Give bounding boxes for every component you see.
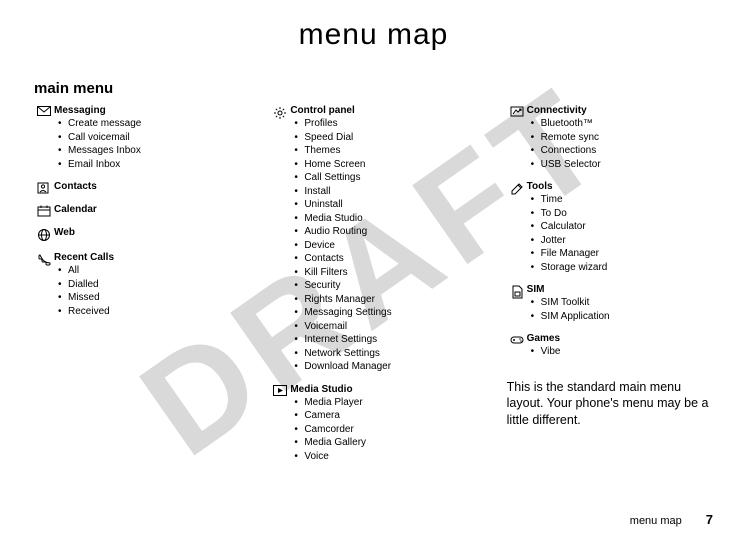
games-title: Games (527, 333, 713, 345)
section-games: Games Vibe (507, 333, 713, 359)
connectivity-icon (507, 105, 527, 118)
list-item: Download Manager (290, 360, 476, 374)
control-panel-title: Control panel (290, 105, 476, 117)
recent-calls-title: Recent Calls (54, 252, 240, 264)
section-calendar: Calendar (34, 204, 240, 217)
gear-icon (270, 105, 290, 120)
column-1: Messaging Create message Call voicemail … (34, 105, 240, 473)
list-item: Bluetooth™ (527, 117, 713, 131)
list-item: Email Inbox (54, 158, 240, 172)
list-item: Call voicemail (54, 131, 240, 145)
media-studio-title: Media Studio (290, 384, 476, 396)
list-item: Camcorder (290, 423, 476, 437)
section-contacts: Contacts (34, 181, 240, 194)
contacts-title: Contacts (54, 181, 240, 193)
web-title: Web (54, 227, 240, 239)
column-2: Control panel Profiles Speed Dial Themes… (270, 105, 476, 473)
calendar-title: Calendar (54, 204, 240, 216)
list-item: Received (54, 305, 240, 319)
list-item: Call Settings (290, 171, 476, 185)
list-item: Kill Filters (290, 266, 476, 280)
tools-title: Tools (527, 181, 713, 193)
list-item: USB Selector (527, 158, 713, 172)
section-tools: Tools Time To Do Calculator Jotter File … (507, 181, 713, 274)
sim-icon (507, 284, 527, 299)
footer-label: menu map (630, 515, 682, 527)
list-item: Rights Manager (290, 293, 476, 307)
list-item: Media Gallery (290, 436, 476, 450)
list-item: Storage wizard (527, 261, 713, 275)
list-item: All (54, 264, 240, 278)
globe-icon (34, 227, 54, 242)
section-recent-calls: Recent Calls All Dialled Missed Received (34, 252, 240, 318)
section-sim: SIM SIM Toolkit SIM Application (507, 284, 713, 323)
list-item: Media Studio (290, 212, 476, 226)
list-item: Connections (527, 144, 713, 158)
games-icon (507, 333, 527, 346)
list-item: Messaging Settings (290, 306, 476, 320)
layout-note: This is the standard main menu layout. Y… (507, 379, 713, 430)
list-item: Device (290, 239, 476, 253)
contacts-icon (34, 181, 54, 194)
list-item: Install (290, 185, 476, 199)
list-item: Time (527, 193, 713, 207)
phone-icon (34, 252, 54, 267)
list-item: Create message (54, 117, 240, 131)
envelope-icon (34, 105, 54, 118)
list-item: Remote sync (527, 131, 713, 145)
list-item: Network Settings (290, 347, 476, 361)
list-item: Calculator (527, 220, 713, 234)
list-item: Messages Inbox (54, 144, 240, 158)
sim-title: SIM (527, 284, 713, 296)
list-item: Profiles (290, 117, 476, 131)
list-item: Voice (290, 450, 476, 464)
menu-columns: Messaging Create message Call voicemail … (34, 105, 713, 473)
messaging-title: Messaging (54, 105, 240, 117)
section-messaging: Messaging Create message Call voicemail … (34, 105, 240, 171)
list-item: Missed (54, 291, 240, 305)
page-title: menu map (34, 18, 713, 52)
list-item: File Manager (527, 247, 713, 261)
list-item: To Do (527, 207, 713, 221)
calendar-icon (34, 204, 54, 217)
list-item: Contacts (290, 252, 476, 266)
section-connectivity: Connectivity Bluetooth™ Remote sync Conn… (507, 105, 713, 171)
list-item: Audio Routing (290, 225, 476, 239)
list-item: Camera (290, 409, 476, 423)
column-3: Connectivity Bluetooth™ Remote sync Conn… (507, 105, 713, 473)
list-item: Internet Settings (290, 333, 476, 347)
list-item: SIM Application (527, 310, 713, 324)
list-item: Home Screen (290, 158, 476, 172)
connectivity-title: Connectivity (527, 105, 713, 117)
list-item: Dialled (54, 278, 240, 292)
section-media-studio: Media Studio Media Player Camera Camcord… (270, 384, 476, 464)
list-item: Media Player (290, 396, 476, 410)
section-control-panel: Control panel Profiles Speed Dial Themes… (270, 105, 476, 374)
list-item: Vibe (527, 345, 713, 359)
tools-icon (507, 181, 527, 196)
section-main-menu: main menu (34, 80, 713, 97)
list-item: Security (290, 279, 476, 293)
list-item: Speed Dial (290, 131, 476, 145)
page-number: 7 (706, 512, 713, 527)
list-item: Uninstall (290, 198, 476, 212)
page-footer: menu map 7 (630, 512, 713, 527)
list-item: Voicemail (290, 320, 476, 334)
section-web: Web (34, 227, 240, 242)
list-item: Themes (290, 144, 476, 158)
play-icon (270, 384, 290, 397)
list-item: SIM Toolkit (527, 296, 713, 310)
list-item: Jotter (527, 234, 713, 248)
